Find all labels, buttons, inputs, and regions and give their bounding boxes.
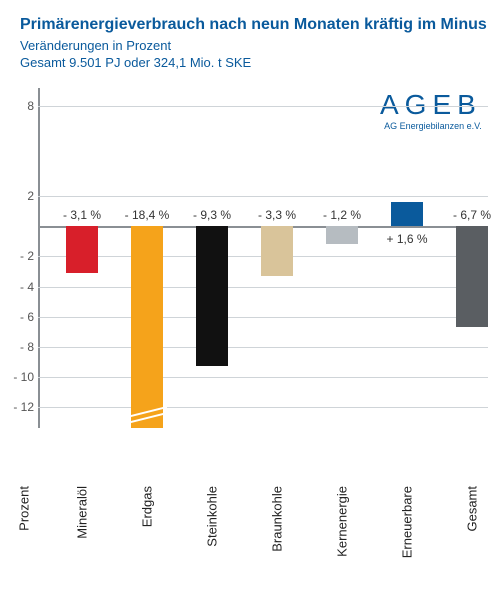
bar-value-label: + 1,6 % [386, 232, 427, 246]
x-category-label: Steinkohle [205, 486, 220, 547]
chart-area: AGEB AG Energiebilanzen e.V. - 3,1 %- 18… [0, 78, 500, 478]
chart-subtitle-1: Veränderungen in Prozent [20, 38, 490, 53]
gridline [38, 196, 488, 197]
chart-subtitle-2: Gesamt 9.501 PJ oder 324,1 Mio. t SKE [20, 55, 490, 70]
x-axis-labels: Prozent Mineralöl Erdgas Steinkohle Braunkoh… [0, 478, 500, 578]
gridline [38, 317, 488, 318]
y-tick-label: - 12 [6, 400, 34, 414]
chart-header: Primärenergieverbrauch nach neun Monaten… [0, 0, 500, 78]
x-category-label: Erdgas [140, 486, 155, 527]
gridline [38, 377, 488, 378]
y-tick-label: 2 [6, 189, 34, 203]
chart-title: Primärenergieverbrauch nach neun Monaten… [20, 16, 490, 34]
bar [326, 226, 358, 244]
y-tick-label: - 4 [6, 280, 34, 294]
y-tick-label: - 8 [6, 340, 34, 354]
x-category-label: Kernenergie [335, 486, 350, 557]
bar-value-label: - 9,3 % [193, 208, 231, 222]
bar [196, 226, 228, 366]
x-category-label: Gesamt [465, 486, 480, 532]
bar [131, 226, 163, 428]
axis-break-icon [131, 408, 163, 422]
gridline [38, 407, 488, 408]
bar [261, 226, 293, 276]
x-category-label: Braunkohle [270, 486, 285, 552]
bar [391, 202, 423, 226]
gridline [38, 287, 488, 288]
bar-value-label: - 18,4 % [125, 208, 170, 222]
bar-value-label: - 3,1 % [63, 208, 101, 222]
x-category-label: Erneuerbare [400, 486, 415, 558]
y-tick-label: - 10 [6, 370, 34, 384]
bar-value-label: - 3,3 % [258, 208, 296, 222]
y-tick-label: 8 [6, 99, 34, 113]
bar-value-label: - 1,2 % [323, 208, 361, 222]
gridline [38, 106, 488, 107]
bar-value-label: - 6,7 % [453, 208, 491, 222]
y-tick-label: - 2 [6, 249, 34, 263]
bar [456, 226, 488, 327]
y-axis-title: Prozent [17, 486, 32, 531]
x-category-label: Mineralöl [75, 486, 90, 539]
bar [66, 226, 98, 273]
plot-region: - 3,1 % - 18,4 % - 9,3 % - 3,3 % - 1,2 % + 1,… [38, 88, 488, 428]
y-tick-label: - 6 [6, 310, 34, 324]
gridline [38, 347, 488, 348]
